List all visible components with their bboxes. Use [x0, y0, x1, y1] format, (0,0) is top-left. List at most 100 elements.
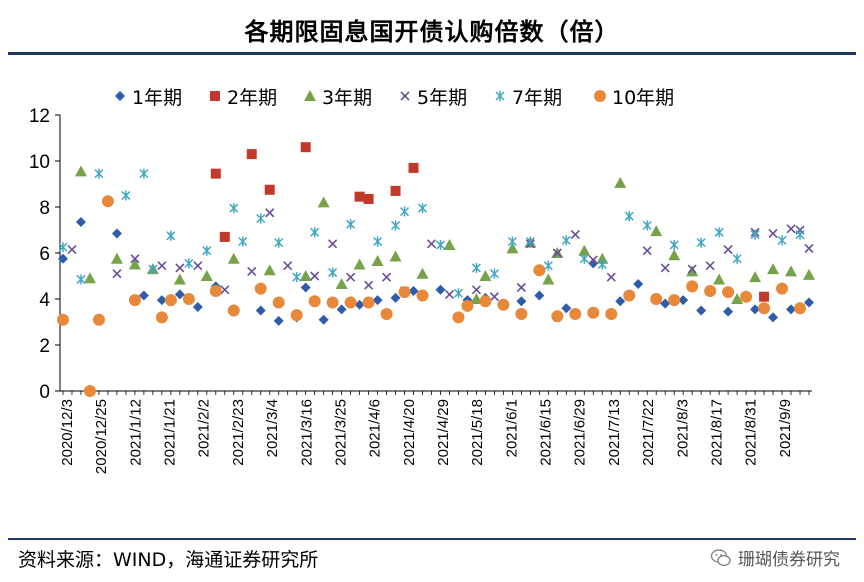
series-7年期	[58, 168, 805, 299]
data-point	[443, 238, 456, 250]
data-point	[515, 307, 528, 320]
data-point	[416, 267, 429, 279]
data-point	[444, 289, 455, 299]
legend-marker	[495, 91, 505, 101]
series-5年期	[67, 208, 814, 302]
data-point	[506, 242, 519, 254]
watermark: 珊瑚债券研究	[710, 545, 840, 570]
y-tick-label: 2	[39, 336, 50, 357]
data-point	[200, 270, 213, 281]
data-point	[373, 236, 383, 247]
data-point	[310, 271, 320, 281]
data-point	[272, 296, 285, 309]
data-point	[479, 270, 492, 281]
data-point	[749, 271, 762, 283]
title-rule	[8, 52, 856, 55]
data-point	[75, 216, 86, 227]
data-point	[264, 184, 275, 195]
data-point	[299, 270, 312, 281]
data-point	[767, 263, 780, 275]
x-tick-label: 2020/12/25	[93, 399, 110, 474]
data-point	[804, 297, 814, 308]
x-tick-label: 2021/5/18	[469, 399, 486, 466]
data-point	[344, 296, 357, 309]
data-point	[283, 261, 293, 271]
data-point	[130, 254, 140, 264]
series-10年期	[57, 195, 807, 397]
data-point	[263, 264, 276, 276]
data-point	[300, 282, 311, 293]
data-point	[786, 224, 796, 234]
data-point	[740, 290, 753, 303]
data-point	[390, 185, 401, 196]
data-point	[569, 307, 582, 320]
data-point	[175, 263, 185, 273]
data-point	[111, 228, 122, 239]
data-point	[525, 236, 535, 247]
data-point	[750, 229, 760, 240]
data-point	[614, 176, 627, 188]
data-point	[148, 264, 158, 275]
data-point	[597, 259, 607, 270]
data-point	[219, 231, 230, 242]
data-point	[543, 260, 553, 271]
data-point	[254, 282, 267, 295]
data-point	[542, 273, 555, 285]
data-point	[184, 258, 194, 269]
data-point	[193, 261, 203, 271]
data-point	[121, 190, 131, 201]
data-point	[157, 261, 167, 271]
data-point	[155, 311, 168, 324]
y-tick-label: 12	[29, 106, 50, 127]
data-point	[650, 293, 663, 305]
data-point	[479, 295, 492, 308]
data-marks	[57, 142, 815, 397]
data-point	[516, 296, 527, 307]
data-point	[795, 229, 805, 240]
data-point	[192, 302, 203, 313]
x-tick-label: 2021/6/1	[503, 399, 520, 457]
source-note: 资料来源：WIND，海通证券研究所	[18, 549, 319, 571]
data-point	[372, 295, 383, 306]
data-point	[58, 242, 68, 253]
data-point	[346, 272, 356, 282]
data-point	[732, 253, 742, 264]
data-point	[803, 268, 815, 280]
data-point	[174, 289, 185, 300]
data-point	[274, 237, 284, 248]
x-tick-label: 2020/12/3	[59, 399, 76, 466]
data-point	[336, 304, 347, 315]
data-point	[686, 280, 699, 293]
x-tick-label: 2021/6/29	[572, 399, 589, 466]
data-point	[660, 263, 670, 273]
data-point	[723, 306, 734, 317]
data-point	[722, 286, 735, 299]
y-tick-label: 8	[39, 198, 50, 219]
watermark-text: 珊瑚债券研究	[738, 550, 840, 570]
data-point	[94, 168, 104, 179]
data-point	[74, 165, 87, 177]
data-point	[326, 296, 339, 309]
legend-label: 1年期	[132, 87, 182, 109]
series-2年期	[210, 142, 770, 302]
data-point	[408, 285, 419, 296]
data-point	[256, 213, 266, 224]
data-point	[668, 294, 681, 307]
data-point	[570, 230, 580, 240]
data-point	[389, 250, 402, 262]
data-point	[128, 294, 141, 307]
data-point	[138, 290, 149, 301]
data-point	[561, 303, 572, 314]
legend-marker	[400, 91, 410, 101]
data-point	[209, 284, 222, 297]
data-point	[768, 312, 779, 323]
data-point	[534, 290, 545, 301]
data-point	[605, 307, 618, 320]
data-point	[273, 315, 284, 326]
data-point	[308, 295, 321, 308]
data-point	[362, 296, 375, 309]
data-point	[615, 296, 626, 307]
legend-marker	[210, 91, 220, 101]
data-point	[777, 235, 787, 246]
